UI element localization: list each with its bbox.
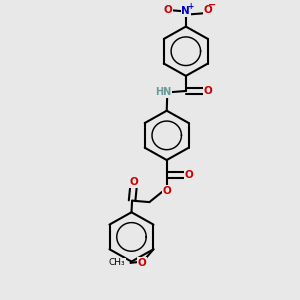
Text: O: O	[163, 185, 171, 196]
Text: O: O	[185, 170, 194, 180]
Text: N: N	[182, 7, 190, 16]
Text: O: O	[130, 177, 138, 187]
Text: −: −	[208, 0, 217, 10]
Text: O: O	[204, 5, 212, 15]
Text: HN: HN	[155, 87, 172, 97]
Text: O: O	[164, 5, 172, 15]
Text: +: +	[187, 2, 194, 11]
Text: O: O	[204, 86, 213, 96]
Text: O: O	[138, 258, 146, 268]
Text: CH₃: CH₃	[109, 258, 125, 267]
